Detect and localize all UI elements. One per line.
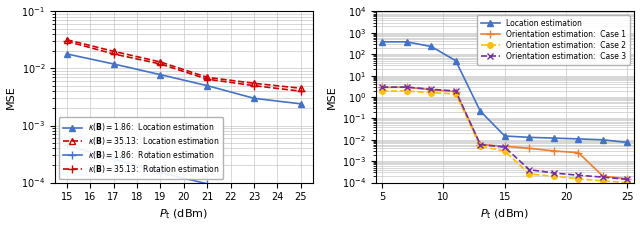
$\kappa(\mathbf{B}) = 1.86$:  Rotation estimation: (17, 0.00026): Rotation estimation: (17, 0.00026) — [109, 158, 117, 160]
Orientation estimation:  Case 1: (13, 0.006): Case 1: (13, 0.006) — [476, 143, 484, 146]
$\kappa(\mathbf{B}) = 1.86$:  Location estimation: (21, 0.005): Location estimation: (21, 0.005) — [204, 84, 211, 87]
$\kappa(\mathbf{B}) = 35.13$:  Rotation estimation: (15, 0.03): Rotation estimation: (15, 0.03) — [63, 40, 70, 43]
Orientation estimation:  Case 2: (7, 1.9): Case 2: (7, 1.9) — [403, 90, 410, 92]
Line: Location estimation: Location estimation — [380, 39, 630, 145]
Line: Orientation estimation:  Case 1: Orientation estimation: Case 1 — [378, 83, 632, 183]
Location estimation — [476, 110, 484, 112]
$\kappa(\mathbf{B}) = 1.86$:  Rotation estimation: (25, 6.5e-05): Rotation estimation: (25, 6.5e-05) — [297, 192, 305, 195]
Orientation estimation:  Case 2: (13, 0.005): Case 2: (13, 0.005) — [476, 145, 484, 148]
Location estimation — [550, 137, 557, 139]
Orientation estimation:  Case 3: (9, 2.3): Case 3: (9, 2.3) — [428, 88, 435, 91]
Orientation estimation:  Case 2: (25, 0.0001): Case 2: (25, 0.0001) — [623, 181, 631, 184]
X-axis label: $P_\mathrm{t}$ (dBm): $P_\mathrm{t}$ (dBm) — [480, 208, 529, 222]
Orientation estimation:  Case 1: (11, 1.8): Case 1: (11, 1.8) — [452, 90, 460, 93]
$\kappa(\mathbf{B}) = 1.86$:  Rotation estimation: (23, 8e-05): Rotation estimation: (23, 8e-05) — [250, 187, 258, 190]
$\kappa(\mathbf{B}) = 35.13$:  Location estimation: (21, 0.007): Location estimation: (21, 0.007) — [204, 76, 211, 79]
Line: $\kappa(\mathbf{B}) = 35.13$:  Rotation estimation: $\kappa(\mathbf{B}) = 35.13$: Rotation e… — [63, 37, 305, 95]
Orientation estimation:  Case 3: (5, 2.9): Case 3: (5, 2.9) — [378, 86, 386, 89]
Location estimation — [378, 40, 386, 43]
Orientation estimation:  Case 1: (7, 2.9): Case 1: (7, 2.9) — [403, 86, 410, 89]
Orientation estimation:  Case 1: (15, 0.005): Case 1: (15, 0.005) — [501, 145, 509, 148]
Location estimation — [623, 141, 631, 144]
$\kappa(\mathbf{B}) = 35.13$:  Rotation estimation: (19, 0.012): Rotation estimation: (19, 0.012) — [157, 63, 164, 65]
$\kappa(\mathbf{B}) = 1.86$:  Rotation estimation: (19, 0.00015): Rotation estimation: (19, 0.00015) — [157, 171, 164, 174]
Orientation estimation:  Case 2: (11, 1.4): Case 2: (11, 1.4) — [452, 93, 460, 95]
$\kappa(\mathbf{B}) = 35.13$:  Location estimation: (17, 0.02): Location estimation: (17, 0.02) — [109, 50, 117, 53]
Orientation estimation:  Case 2: (23, 0.00012): Case 2: (23, 0.00012) — [599, 180, 607, 182]
Legend: Location estimation, Orientation estimation:  Case 1, Orientation estimation:  C: Location estimation, Orientation estimat… — [477, 15, 630, 65]
$\kappa(\mathbf{B}) = 1.86$:  Rotation estimation: (15, 0.00045): Rotation estimation: (15, 0.00045) — [63, 144, 70, 147]
$\kappa(\mathbf{B}) = 35.13$:  Location estimation: (15, 0.032): Location estimation: (15, 0.032) — [63, 38, 70, 41]
X-axis label: $P_\mathrm{t}$ (dBm): $P_\mathrm{t}$ (dBm) — [159, 208, 208, 222]
$\kappa(\mathbf{B}) = 1.86$:  Location estimation: (23, 0.003): Location estimation: (23, 0.003) — [250, 97, 258, 100]
Legend: $\kappa(\mathbf{B}) = 1.86$:  Location estimation, $\kappa(\mathbf{B}) = 35.13$:: $\kappa(\mathbf{B}) = 1.86$: Location es… — [59, 117, 223, 179]
Orientation estimation:  Case 3: (7, 2.9): Case 3: (7, 2.9) — [403, 86, 410, 89]
$\kappa(\mathbf{B}) = 1.86$:  Location estimation: (19, 0.0078): Location estimation: (19, 0.0078) — [157, 73, 164, 76]
$\kappa(\mathbf{B}) = 35.13$:  Rotation estimation: (21, 0.0065): Rotation estimation: (21, 0.0065) — [204, 78, 211, 81]
Orientation estimation:  Case 3: (17, 0.0004): Case 3: (17, 0.0004) — [525, 168, 533, 171]
Location estimation — [452, 59, 460, 62]
$\kappa(\mathbf{B}) = 1.86$:  Location estimation: (25, 0.0024): Location estimation: (25, 0.0024) — [297, 102, 305, 105]
Line: $\kappa(\mathbf{B}) = 1.86$:  Rotation estimation: $\kappa(\mathbf{B}) = 1.86$: Rotation es… — [63, 141, 305, 197]
Orientation estimation:  Case 3: (19, 0.00028): Case 3: (19, 0.00028) — [550, 172, 557, 174]
$\kappa(\mathbf{B}) = 35.13$:  Location estimation: (23, 0.0055): Location estimation: (23, 0.0055) — [250, 82, 258, 85]
Orientation estimation:  Case 1: (25, 0.00015): Case 1: (25, 0.00015) — [623, 178, 631, 180]
Location estimation — [501, 135, 509, 137]
$\kappa(\mathbf{B}) = 1.86$:  Location estimation: (15, 0.018): Location estimation: (15, 0.018) — [63, 53, 70, 55]
Line: Orientation estimation:  Case 3: Orientation estimation: Case 3 — [379, 84, 631, 183]
Orientation estimation:  Case 3: (25, 0.00014): Case 3: (25, 0.00014) — [623, 178, 631, 181]
Location estimation — [575, 138, 582, 140]
Orientation estimation:  Case 2: (21, 0.00015): Case 2: (21, 0.00015) — [575, 178, 582, 180]
Orientation estimation:  Case 1: (5, 2.8): Case 1: (5, 2.8) — [378, 86, 386, 89]
Orientation estimation:  Case 2: (15, 0.003): Case 2: (15, 0.003) — [501, 150, 509, 152]
Location estimation — [428, 45, 435, 48]
Orientation estimation:  Case 2: (9, 1.6): Case 2: (9, 1.6) — [428, 91, 435, 94]
Orientation estimation:  Case 3: (21, 0.00022): Case 3: (21, 0.00022) — [575, 174, 582, 177]
$\kappa(\mathbf{B}) = 35.13$:  Rotation estimation: (17, 0.018): Rotation estimation: (17, 0.018) — [109, 53, 117, 55]
Orientation estimation:  Case 2: (5, 1.9): Case 2: (5, 1.9) — [378, 90, 386, 92]
Location estimation — [403, 40, 410, 43]
Orientation estimation:  Case 1: (23, 0.0002): Case 1: (23, 0.0002) — [599, 175, 607, 178]
Orientation estimation:  Case 1: (19, 0.003): Case 1: (19, 0.003) — [550, 150, 557, 152]
Y-axis label: MSE: MSE — [6, 85, 15, 109]
Orientation estimation:  Case 2: (17, 0.00025): Case 2: (17, 0.00025) — [525, 173, 533, 175]
Location estimation — [525, 136, 533, 139]
Line: Orientation estimation:  Case 2: Orientation estimation: Case 2 — [380, 88, 630, 185]
Location estimation — [599, 138, 607, 141]
$\kappa(\mathbf{B}) = 35.13$:  Location estimation: (25, 0.0045): Location estimation: (25, 0.0045) — [297, 87, 305, 90]
$\kappa(\mathbf{B}) = 35.13$:  Location estimation: (19, 0.013): Location estimation: (19, 0.013) — [157, 61, 164, 63]
$\kappa(\mathbf{B}) = 1.86$:  Location estimation: (17, 0.012): Location estimation: (17, 0.012) — [109, 63, 117, 65]
Line: $\kappa(\mathbf{B}) = 1.86$:  Location estimation: $\kappa(\mathbf{B}) = 1.86$: Location es… — [64, 51, 304, 107]
Orientation estimation:  Case 3: (13, 0.006): Case 3: (13, 0.006) — [476, 143, 484, 146]
Orientation estimation:  Case 3: (11, 1.9): Case 3: (11, 1.9) — [452, 90, 460, 92]
$\kappa(\mathbf{B}) = 1.86$:  Rotation estimation: (21, 9.5e-05): Rotation estimation: (21, 9.5e-05) — [204, 183, 211, 185]
Orientation estimation:  Case 1: (9, 2.2): Case 1: (9, 2.2) — [428, 88, 435, 91]
Orientation estimation:  Case 1: (17, 0.004): Case 1: (17, 0.004) — [525, 147, 533, 150]
Y-axis label: MSE: MSE — [326, 85, 337, 109]
Orientation estimation:  Case 1: (21, 0.0025): Case 1: (21, 0.0025) — [575, 151, 582, 154]
Line: $\kappa(\mathbf{B}) = 35.13$:  Location estimation: $\kappa(\mathbf{B}) = 35.13$: Location e… — [64, 37, 304, 91]
Orientation estimation:  Case 2: (19, 0.0002): Case 2: (19, 0.0002) — [550, 175, 557, 178]
$\kappa(\mathbf{B}) = 35.13$:  Rotation estimation: (23, 0.005): Rotation estimation: (23, 0.005) — [250, 84, 258, 87]
Orientation estimation:  Case 3: (15, 0.0045): Case 3: (15, 0.0045) — [501, 146, 509, 148]
$\kappa(\mathbf{B}) = 35.13$:  Rotation estimation: (25, 0.004): Rotation estimation: (25, 0.004) — [297, 90, 305, 93]
Orientation estimation:  Case 3: (23, 0.00018): Case 3: (23, 0.00018) — [599, 176, 607, 178]
